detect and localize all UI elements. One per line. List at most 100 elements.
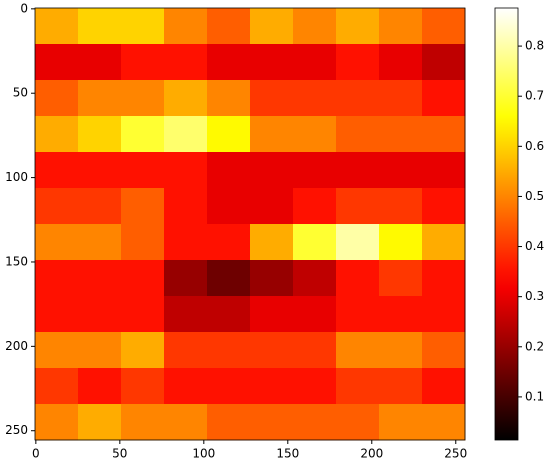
heatmap-cell — [379, 368, 423, 405]
heatmap-cell — [164, 260, 208, 297]
heatmap-cell — [207, 332, 251, 369]
heatmap-cell — [379, 224, 423, 261]
heatmap-cell — [422, 260, 466, 297]
heatmap-cell — [121, 260, 165, 297]
heatmap-cell — [293, 404, 337, 441]
heatmap-cell — [422, 116, 466, 153]
heatmap-cell — [379, 404, 423, 441]
heatmap-cell — [336, 224, 380, 261]
x-tick-label: 200 — [360, 447, 383, 461]
heatmap-cell — [250, 224, 294, 261]
heatmap-cell — [293, 260, 337, 297]
heatmap-cell — [35, 44, 79, 81]
colorbar — [494, 7, 519, 441]
heatmap-cell — [35, 224, 79, 261]
heatmap-cell — [207, 8, 251, 45]
x-tick-label: 250 — [444, 447, 467, 461]
heatmap-cell — [250, 80, 294, 117]
heatmap-cell — [422, 188, 466, 225]
heatmap-cell — [35, 188, 79, 225]
heatmap-cell — [78, 296, 122, 333]
heatmap-cell — [35, 332, 79, 369]
heatmap-cell — [293, 8, 337, 45]
heatmap-cell — [121, 404, 165, 441]
heatmap-cell — [379, 260, 423, 297]
heatmap-cell — [78, 152, 122, 189]
heatmap-cell — [293, 188, 337, 225]
heatmap-cell — [250, 152, 294, 189]
heatmap-cell — [336, 116, 380, 153]
heatmap-cell — [422, 368, 466, 405]
heatmap-cell — [121, 80, 165, 117]
heatmap-cell — [121, 368, 165, 405]
heatmap-cell — [422, 332, 466, 369]
heatmap-cell — [422, 404, 466, 441]
heatmap-cell — [121, 116, 165, 153]
heatmap-cell — [121, 224, 165, 261]
colorbar-tick-label: 0.6 — [525, 139, 544, 153]
y-tick-label: 150 — [5, 254, 28, 268]
heatmap-cell — [164, 404, 208, 441]
colorbar-tick-label: 0.1 — [525, 389, 544, 403]
heatmap-cell — [78, 224, 122, 261]
heatmap-cell — [207, 44, 251, 81]
heatmap-cell — [78, 188, 122, 225]
heatmap-cell — [250, 188, 294, 225]
heatmap-cell — [78, 8, 122, 45]
heatmap-cell — [78, 116, 122, 153]
heatmap-cell — [379, 8, 423, 45]
heatmap-cell — [250, 44, 294, 81]
heatmap-cell — [121, 188, 165, 225]
colorbar-tick-label: 0.8 — [525, 39, 544, 53]
heatmap-cell — [164, 8, 208, 45]
heatmap-cell — [250, 368, 294, 405]
heatmap-cell — [379, 80, 423, 117]
heatmap-cell — [78, 44, 122, 81]
heatmap-cell — [336, 404, 380, 441]
heatmap-cell — [379, 116, 423, 153]
y-tick-label: 250 — [5, 423, 28, 437]
heatmap-cell — [35, 404, 79, 441]
heatmap-cell — [293, 116, 337, 153]
heatmap-cell — [379, 332, 423, 369]
heatmap-cell — [78, 80, 122, 117]
heatmap-cell — [336, 188, 380, 225]
heatmap-cell — [336, 44, 380, 81]
heatmap-cell — [35, 8, 79, 45]
heatmap-cell — [422, 44, 466, 81]
heatmap-cell — [207, 368, 251, 405]
heatmap-cell — [164, 368, 208, 405]
colorbar-tick-label: 0.3 — [525, 289, 544, 303]
heatmap-cell — [336, 332, 380, 369]
x-tick-label: 50 — [112, 447, 127, 461]
heatmap-cell — [121, 296, 165, 333]
colorbar-tick-label: 0.4 — [525, 239, 544, 253]
heatmap-cell — [422, 80, 466, 117]
heatmap-cell — [293, 296, 337, 333]
heatmap-cell — [207, 152, 251, 189]
heatmap-cell — [207, 224, 251, 261]
heatmap-cell — [379, 188, 423, 225]
heatmap-cell — [293, 44, 337, 81]
heatmap-cell — [422, 152, 466, 189]
heatmap-cell — [35, 260, 79, 297]
heatmap-cell — [78, 368, 122, 405]
heatmap-cell — [164, 152, 208, 189]
x-tick-label: 0 — [32, 447, 40, 461]
heatmap-cell — [379, 44, 423, 81]
heatmap-cell — [336, 368, 380, 405]
heatmap-cell — [293, 368, 337, 405]
heatmap-cell — [336, 260, 380, 297]
heatmap-cell — [164, 44, 208, 81]
heatmap-cell — [293, 224, 337, 261]
heatmap-cell — [379, 296, 423, 333]
colorbar-tick-label: 0.2 — [525, 339, 544, 353]
heatmap-cell — [336, 80, 380, 117]
heatmap-cell — [207, 296, 251, 333]
heatmap-cell — [250, 116, 294, 153]
heatmap-cell — [293, 152, 337, 189]
heatmap-cell — [164, 296, 208, 333]
heatmap-cell — [250, 260, 294, 297]
heatmap-cell — [121, 152, 165, 189]
